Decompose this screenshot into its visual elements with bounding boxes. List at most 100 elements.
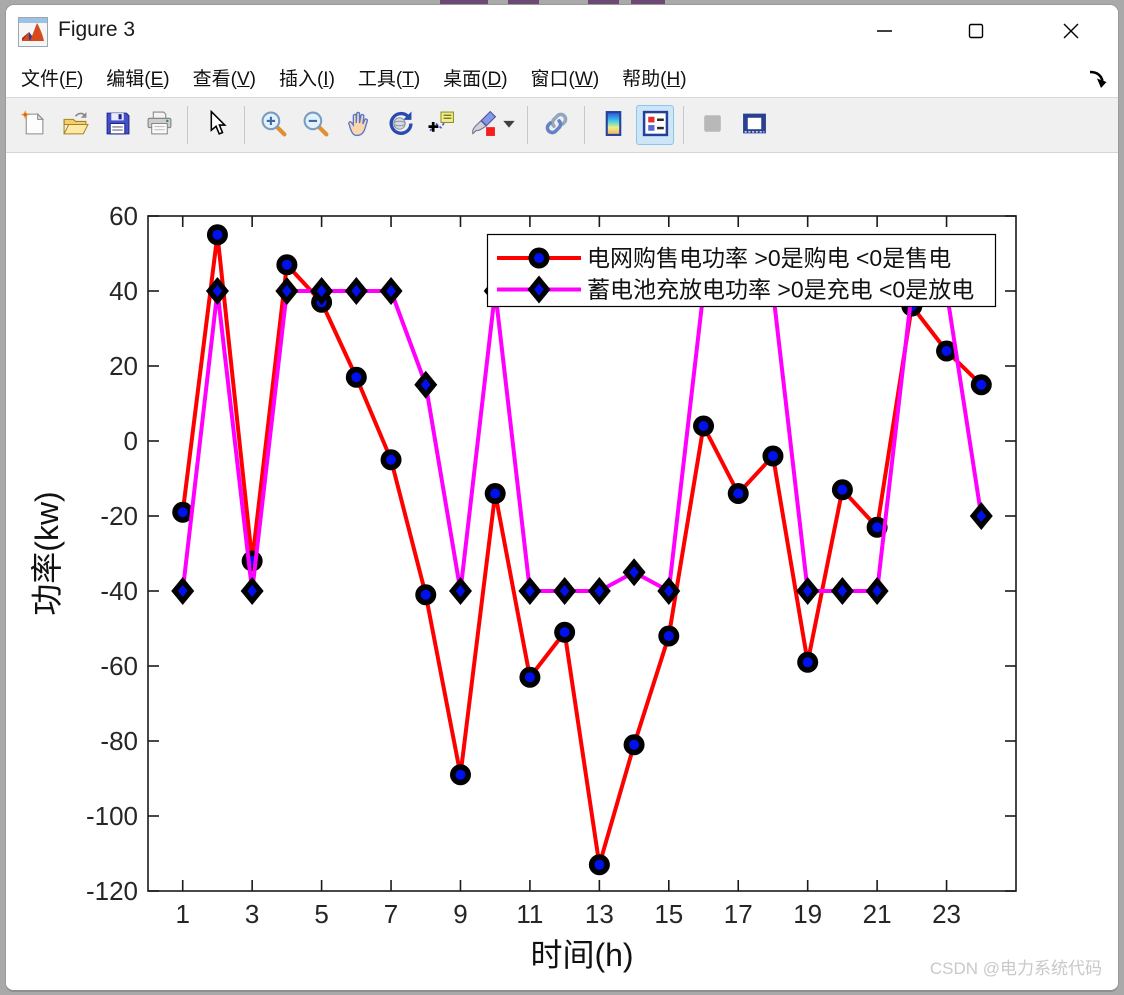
figure-canvas[interactable]: CSDN @电力系统代码 1 3 5 7 9 11 13 15 17 19 21 23 -120 -100… — [6, 153, 1118, 992]
edit-plot-pointer-button[interactable] — [197, 105, 235, 145]
title-bar[interactable]: Figure 3 — [6, 5, 1118, 57]
data-point-marker-center — [351, 372, 362, 383]
series-battery-power — [171, 277, 993, 605]
hide-plot-tools-icon — [699, 110, 726, 140]
menu-bar: 文件(F) 编辑(E) 查看(V) 插入(I) 工具(T) 桌面(D) 窗口(W) 帮助(H) — [6, 57, 1118, 98]
y-tick-label: 20 — [109, 351, 138, 381]
pan-icon — [344, 110, 371, 140]
data-point-marker-center — [698, 421, 709, 431]
menu-item-help[interactable]: 帮助(H) — [622, 68, 687, 90]
background-window-strip — [0, 0, 1124, 6]
x-tick-label: 3 — [245, 899, 259, 929]
y-tick-label: -40 — [100, 576, 138, 606]
data-point-marker-center — [802, 657, 813, 668]
print-figure-button[interactable] — [140, 105, 178, 145]
minimize-icon — [877, 30, 892, 32]
link-plots-button[interactable] — [537, 105, 575, 145]
menu-item-insert[interactable]: 插入(I) — [278, 68, 335, 90]
y-tick-label: -60 — [100, 651, 138, 681]
y-tick-label: -20 — [100, 501, 138, 531]
brush-dropdown-button[interactable] — [500, 105, 518, 145]
background-window-fragment — [508, 0, 539, 5]
data-point-marker-center — [455, 769, 466, 780]
x-tick-label: 1 — [175, 899, 189, 929]
series-grid-power — [172, 224, 992, 876]
data-point-marker-center — [212, 285, 223, 297]
hide-plot-tools-button — [693, 105, 731, 145]
new-figure-icon — [20, 110, 47, 140]
show-plot-tools-icon — [741, 110, 768, 140]
maximize-button[interactable] — [953, 11, 999, 51]
menu-item-view[interactable]: 查看(V) — [192, 68, 256, 90]
data-point-marker-center — [629, 566, 639, 579]
toolbar-separator — [527, 106, 528, 144]
rotate-3d-button[interactable] — [380, 105, 418, 145]
rotate-3d-icon — [386, 110, 413, 140]
y-tick-label: 60 — [109, 201, 138, 231]
data-point-marker-center — [525, 585, 535, 597]
x-tick-label: 13 — [585, 899, 614, 929]
open-file-icon — [62, 110, 89, 140]
y-tick-label: 0 — [124, 426, 138, 456]
x-tick-label: 23 — [932, 899, 961, 929]
background-window-fragment — [588, 0, 619, 5]
data-point-marker-center — [629, 739, 640, 750]
data-point-marker-center — [455, 585, 466, 597]
zoom-in-button[interactable] — [254, 105, 292, 145]
menu-item-window[interactable]: 窗口(W) — [530, 68, 600, 90]
insert-colorbar-button[interactable] — [594, 105, 632, 145]
series-battery-power-line — [180, 289, 984, 593]
x-tick-label: 15 — [654, 899, 683, 929]
menu-item-edit[interactable]: 编辑(E) — [106, 68, 170, 90]
menu-item-file[interactable]: 文件(F) — [21, 68, 84, 90]
background-window-fragment — [631, 0, 665, 5]
minimize-button[interactable] — [862, 11, 908, 51]
close-button[interactable] — [1048, 11, 1094, 51]
data-point-marker-center — [941, 346, 952, 356]
matlab-logo-icon[interactable] — [18, 17, 48, 47]
toolbar-separator — [584, 106, 585, 144]
data-point-marker-center — [177, 507, 188, 518]
y-tick-label: -80 — [100, 726, 138, 756]
figure-chart[interactable]: 1 3 5 7 9 11 13 15 17 19 21 23-120-100-80-60-40-200… — [6, 153, 1118, 992]
zoom-out-icon — [302, 110, 329, 140]
data-point-marker-center — [534, 283, 544, 296]
data-point-marker-center — [559, 627, 570, 638]
pan-button[interactable] — [338, 105, 376, 145]
zoom-out-button[interactable] — [296, 105, 334, 145]
insert-legend-button[interactable] — [636, 105, 674, 145]
window-title: Figure 3 — [58, 18, 136, 41]
data-point-marker-center — [663, 631, 674, 641]
new-figure-button[interactable] — [14, 105, 52, 145]
y-axis-label: 功率(kw) — [29, 491, 65, 615]
menu-item-tools[interactable]: 工具(T) — [357, 68, 421, 90]
data-point-marker-center — [872, 585, 882, 597]
zoom-in-icon — [260, 110, 287, 140]
data-cursor-button[interactable] — [422, 105, 460, 145]
data-point-marker-center — [976, 379, 987, 390]
data-point-marker-center — [733, 488, 744, 499]
data-point-marker-center — [594, 585, 605, 597]
edit-plot-pointer-icon — [203, 109, 230, 140]
watermark: CSDN @电力系统代码 — [929, 959, 1102, 978]
show-plot-tools-button[interactable] — [735, 105, 773, 145]
link-plots-icon — [543, 110, 570, 140]
insert-colorbar-icon — [600, 110, 627, 140]
brush-data-button[interactable] — [464, 105, 502, 145]
x-tick-label: 11 — [516, 899, 543, 929]
x-axis-label: 时间(h) — [530, 937, 633, 973]
data-point-marker-center — [872, 522, 883, 533]
open-file-button[interactable] — [56, 105, 94, 145]
y-tick-label: 40 — [109, 276, 138, 306]
menu-item-desktop[interactable]: 桌面(D) — [443, 68, 508, 90]
data-point-marker-center — [351, 285, 362, 297]
x-tick-label: 5 — [314, 899, 328, 929]
save-figure-icon — [104, 110, 131, 140]
insert-legend-icon — [642, 110, 669, 140]
data-point-marker-center — [534, 253, 544, 263]
save-figure-button[interactable] — [98, 105, 136, 145]
data-point-marker-center — [490, 488, 501, 499]
dock-figure-arrow-icon[interactable] — [1086, 66, 1110, 90]
data-point-marker-center — [802, 585, 813, 597]
